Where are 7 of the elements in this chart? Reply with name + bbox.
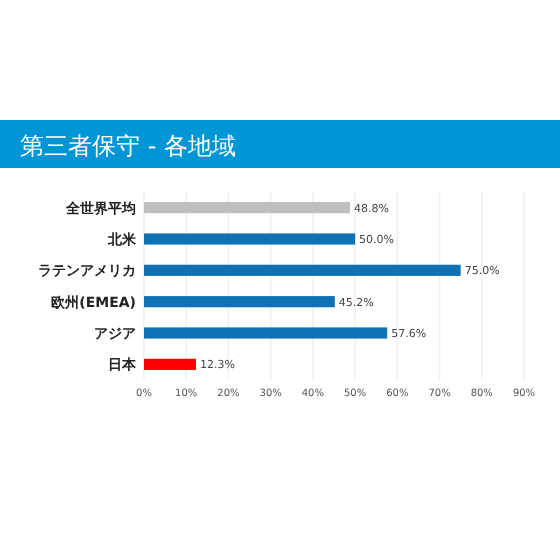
bar xyxy=(144,202,351,214)
bar xyxy=(144,296,335,308)
bar xyxy=(144,233,356,245)
bar xyxy=(144,358,196,370)
bar xyxy=(144,264,461,276)
bar xyxy=(144,327,388,339)
chart-title: 第三者保守 - 各地域 xyxy=(20,132,236,160)
